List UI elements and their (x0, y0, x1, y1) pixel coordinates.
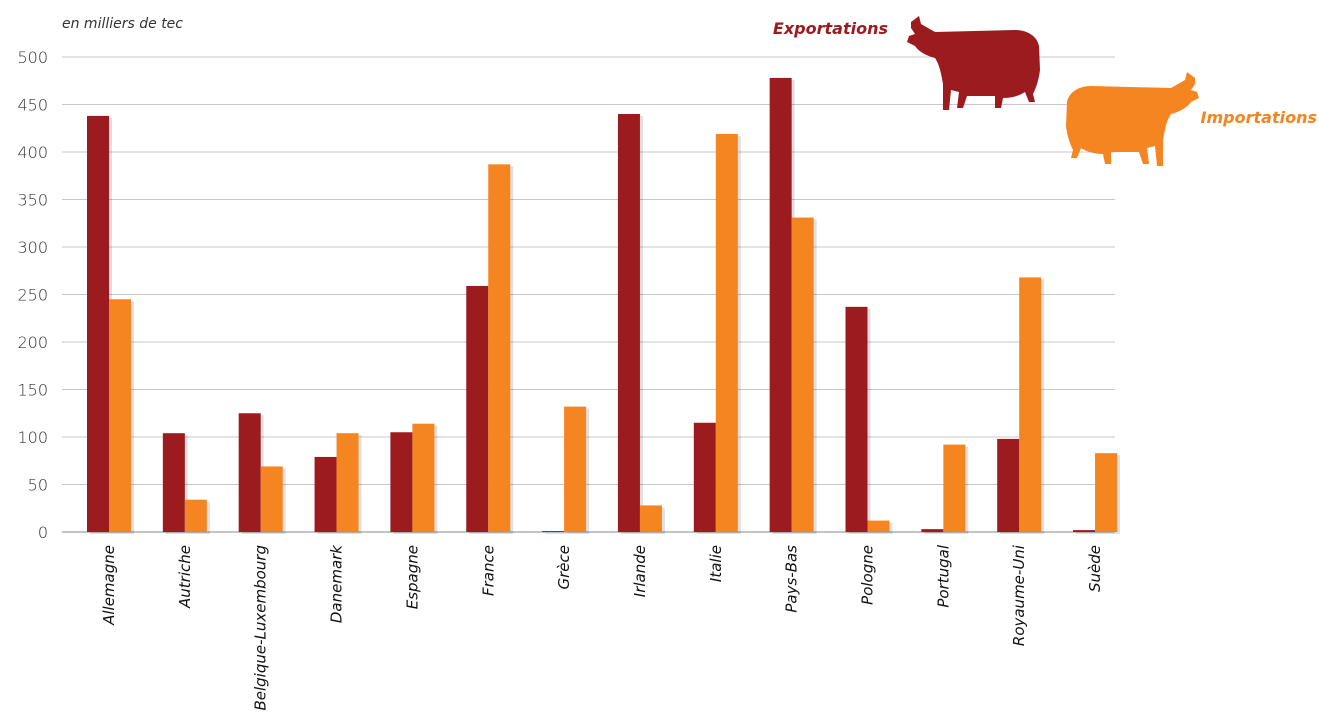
y-tick-label: 50 (28, 476, 48, 495)
x-tick-label: Belgique-Luxembourg (252, 545, 270, 711)
y-tick-label: 100 (17, 428, 48, 447)
bar-exportations-Belgique-Luxembourg (238, 413, 261, 532)
bar-exportations-Pays-Bas (769, 77, 792, 533)
bar-importations-Suède (1095, 453, 1118, 532)
bar-exportations-Autriche (162, 433, 185, 532)
y-axis-label: en milliers de tec (62, 16, 183, 32)
bar-importations-Italie (715, 133, 738, 532)
bar-importations-Allemagne (109, 299, 131, 532)
bar-importations-Royaume-Uni (1019, 277, 1042, 532)
y-tick-label: 500 (17, 48, 48, 67)
x-tick-label: Danemark (328, 544, 346, 623)
bar-importations-France (488, 164, 511, 532)
y-tick-label: 400 (17, 143, 48, 162)
y-axis: 0 50 100 150 200 250 300 350 400 450 500 (17, 48, 48, 542)
x-tick-label: Portugal (934, 544, 952, 607)
bar-exportations-France (466, 285, 489, 532)
y-tick-label: 300 (17, 238, 48, 257)
bar-importations-Danemark (336, 433, 359, 532)
x-tick-label: Autriche (176, 545, 194, 609)
cow-importations-icon (1066, 72, 1199, 166)
x-tick-label: Allemagne (100, 545, 118, 626)
y-tick-label: 450 (17, 96, 48, 115)
bars (87, 77, 1121, 535)
y-tick-label: 250 (17, 286, 48, 305)
bar-importations-Grèce (564, 406, 587, 532)
bar-exportations-Italie (693, 422, 716, 532)
bar-importations-Pays-Bas (791, 217, 814, 533)
bar-exportations-Suède (1073, 530, 1096, 532)
y-tick-label: 150 (17, 381, 48, 400)
bar-exportations-Irlande (617, 114, 640, 532)
bar-importations-Pologne (867, 520, 890, 532)
legend: Exportations Importations (773, 16, 1317, 166)
x-tick-label: France (479, 545, 497, 596)
bar-importations-Belgique-Luxembourg (260, 466, 283, 532)
bar-exportations-Espagne (390, 432, 413, 532)
bar-exportations-Portugal (921, 529, 944, 532)
bar-exportations-Grèce (542, 531, 565, 533)
bar-exportations-Pologne (845, 306, 868, 532)
bar-exportations-Danemark (314, 456, 337, 532)
legend-importations-label: Importations (1201, 108, 1317, 127)
x-tick-label: Pays-Bas (783, 545, 801, 613)
y-tick-label: 200 (17, 333, 48, 352)
grid-lines (62, 56, 1115, 533)
x-tick-label: Espagne (403, 545, 421, 609)
x-tick-label: Irlande (631, 545, 649, 597)
bar-importations-Espagne (412, 423, 435, 532)
bar-shadow (1076, 532, 1099, 534)
x-tick-label: Italie (707, 545, 725, 582)
bar-exportations-Royaume-Uni (997, 438, 1020, 532)
y-tick-label: 0 (38, 523, 48, 542)
bar-importations-Irlande (639, 505, 662, 532)
x-tick-label: Royaume-Uni (1010, 544, 1028, 646)
x-axis: Allemagne Autriche Belgique-Luxembourg Dane… (100, 544, 1104, 711)
bar-importations-Autriche (184, 499, 207, 532)
x-tick-label: Suède (1086, 545, 1104, 592)
legend-exportations-label: Exportations (773, 19, 888, 38)
cow-exportations-icon (907, 16, 1040, 110)
bar-exportations-Allemagne (87, 115, 109, 533)
bar-shadow (545, 533, 568, 534)
bar-shadow (924, 531, 947, 534)
y-tick-label: 350 (17, 191, 48, 210)
x-tick-label: Pologne (859, 545, 877, 605)
bar-importations-Portugal (943, 444, 966, 532)
x-tick-label: Grèce (555, 545, 573, 590)
